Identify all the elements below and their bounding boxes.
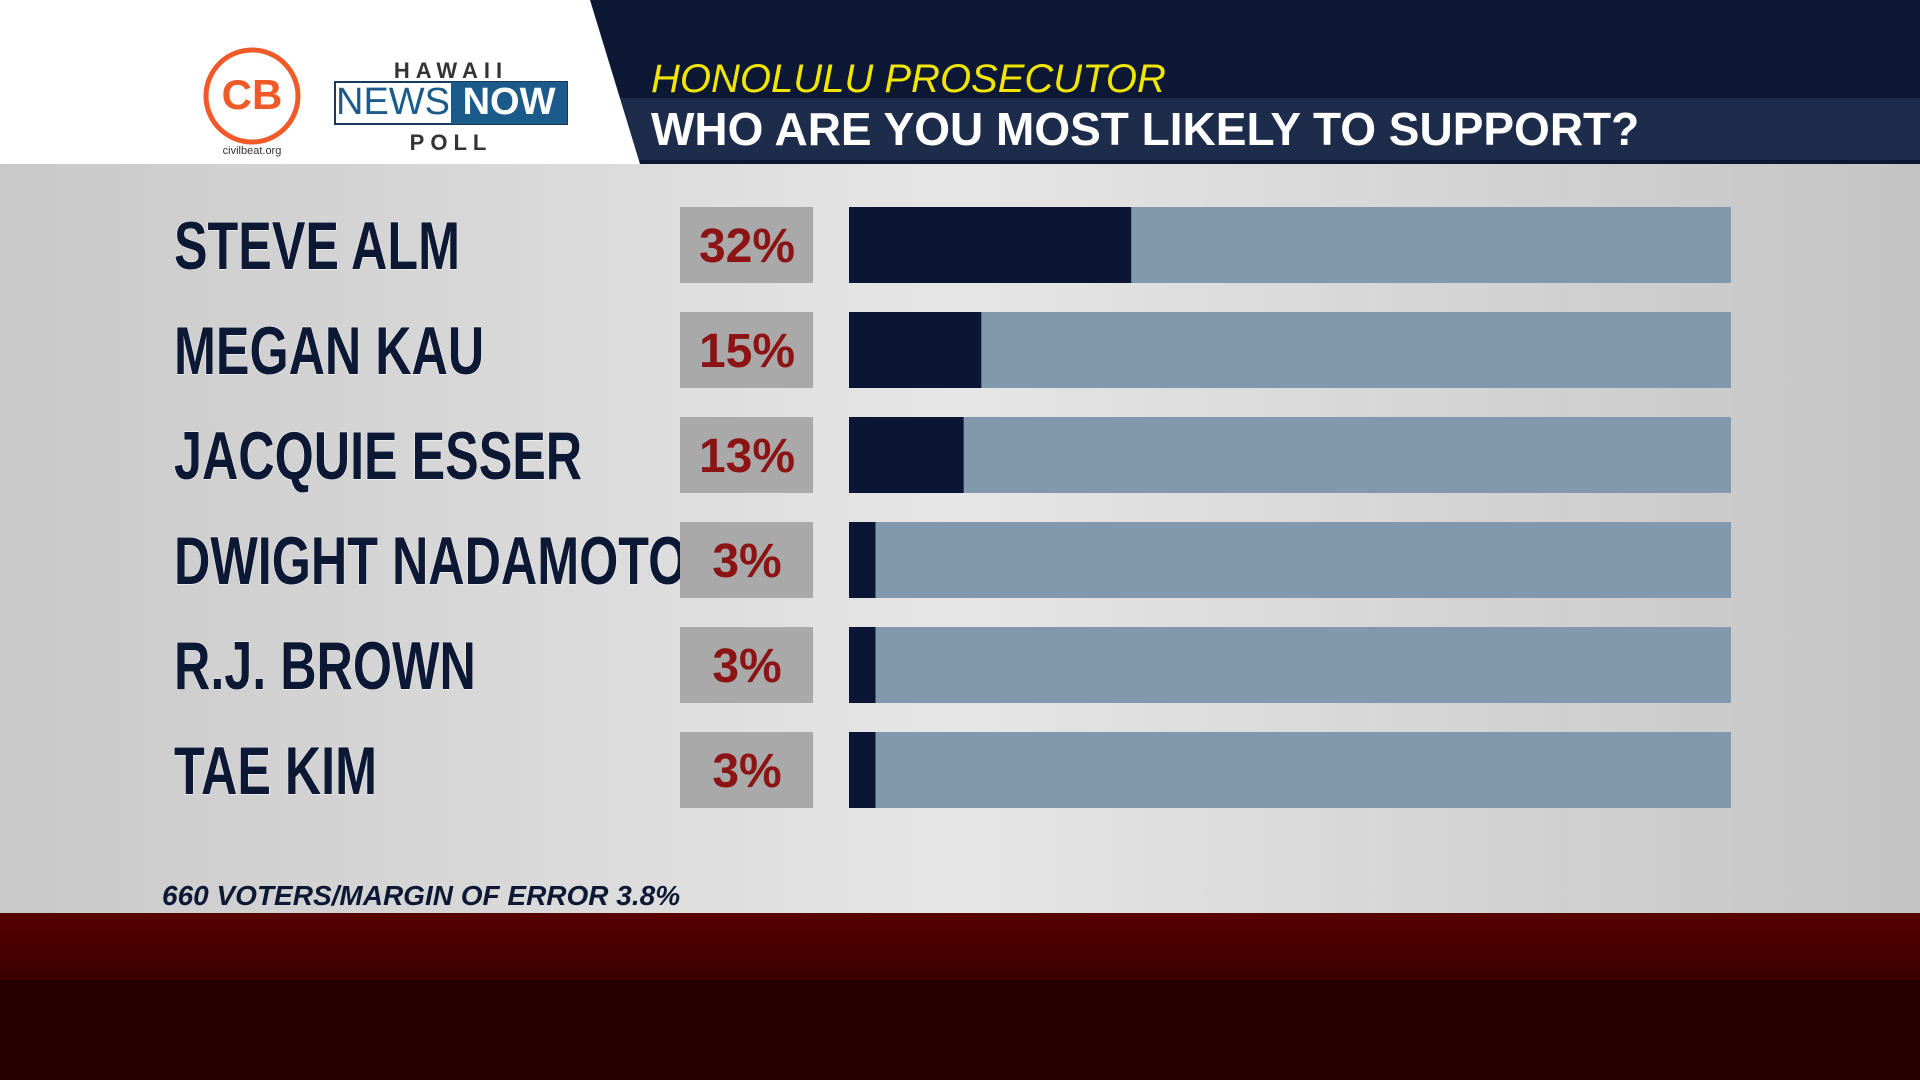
poll-bottom: POLL bbox=[410, 130, 493, 155]
red-band bbox=[0, 913, 1920, 980]
poll-now: NOW bbox=[463, 81, 556, 123]
now-box bbox=[451, 82, 567, 124]
chart-subtitle: WHO ARE YOU MOST LIKELY TO SUPPORT? bbox=[651, 103, 1639, 155]
value-label: 3% bbox=[712, 640, 781, 693]
bar bbox=[849, 732, 876, 808]
bar bbox=[849, 627, 876, 703]
value-box bbox=[680, 312, 813, 388]
bottom-band bbox=[0, 980, 1920, 1080]
value-label: 15% bbox=[699, 325, 795, 378]
bar bbox=[849, 312, 982, 388]
candidate-name: STEVE ALM bbox=[174, 208, 460, 284]
candidate-name: MEGAN KAU bbox=[174, 313, 484, 389]
bar-track bbox=[849, 312, 1731, 388]
bar bbox=[849, 522, 876, 598]
candidate-name: TAE KIM bbox=[174, 733, 377, 809]
bar-track bbox=[849, 627, 1731, 703]
candidate-name: DWIGHT NADAMOTO bbox=[174, 523, 687, 599]
bar bbox=[849, 417, 964, 493]
bar bbox=[849, 207, 1132, 283]
candidate-name: JACQUIE ESSER bbox=[174, 418, 582, 494]
bar-track bbox=[849, 522, 1731, 598]
value-label: 32% bbox=[699, 220, 795, 273]
cb-logo-text: CB bbox=[222, 71, 283, 118]
value-box bbox=[680, 207, 813, 283]
poll-top: HAWAII bbox=[394, 58, 508, 83]
candidate-name: R.J. BROWN bbox=[174, 628, 476, 704]
value-box bbox=[680, 732, 813, 808]
value-box bbox=[680, 627, 813, 703]
poll-news: NEWS bbox=[336, 81, 450, 123]
value-box bbox=[680, 522, 813, 598]
value-label: 3% bbox=[712, 745, 781, 798]
value-label: 3% bbox=[712, 535, 781, 588]
chart-title: HONOLULU PROSECUTOR bbox=[651, 57, 1166, 101]
footnote: 660 VOTERS/MARGIN OF ERROR 3.8% bbox=[162, 880, 680, 911]
value-box bbox=[680, 417, 813, 493]
cb-site: civilbeat.org bbox=[223, 145, 282, 157]
value-label: 13% bbox=[699, 430, 795, 483]
subtitle-band bbox=[620, 98, 1920, 160]
cb-logo bbox=[203, 47, 301, 145]
bar-track bbox=[849, 732, 1731, 808]
bar-track bbox=[849, 417, 1731, 493]
